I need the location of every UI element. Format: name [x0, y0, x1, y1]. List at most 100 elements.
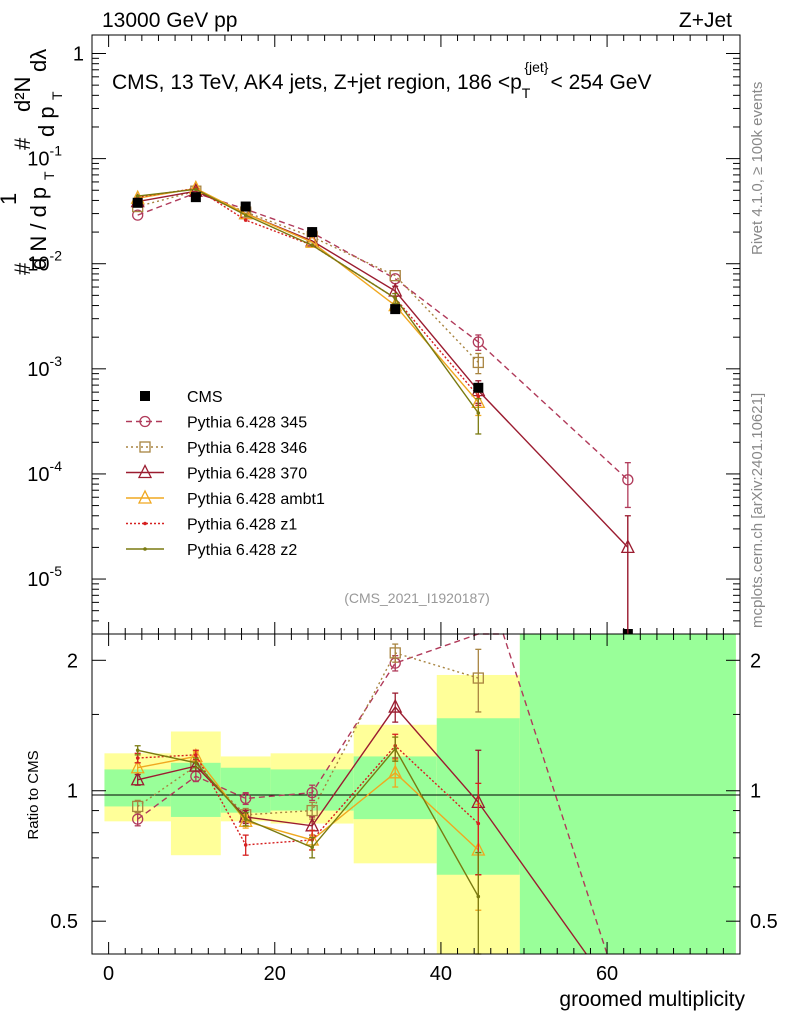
main-y-tick-label: 10-2 — [27, 248, 62, 276]
analysis-id-label: (CMS_2021_I1920187) — [344, 590, 490, 606]
ylabel-dlambda: dλ — [26, 49, 51, 72]
main-panel-axes: 10-5 10-4 10-3 10-2 10-1 1 — [27, 35, 740, 635]
data-point-z2 — [310, 243, 314, 248]
ratio-point-p370 — [388, 698, 403, 713]
ratio-point-p346 — [389, 647, 401, 659]
series-line-p345 — [137, 192, 629, 481]
data-point-z1 — [476, 394, 481, 398]
main-y-tick-label: 10-1 — [27, 143, 62, 171]
x-tick-label: 20 — [264, 963, 286, 985]
ratio-y-tick-label: 2 — [67, 650, 78, 672]
series-line-z2 — [137, 188, 479, 414]
rivet-version-label: Rivet 4.1.0, ≥ 100k events — [749, 82, 766, 255]
ratio-series-p345 — [132, 633, 608, 955]
series-p346 — [132, 185, 484, 375]
main-y-tick-label: 1 — [73, 44, 84, 66]
ratio-point-p370 — [188, 757, 203, 772]
plot-title-sup: {jet} — [524, 59, 548, 75]
ylabel-d2N: d²N — [10, 77, 35, 112]
main-y-tick-label: 10-3 — [27, 353, 62, 381]
legend-marker — [139, 415, 151, 428]
legend-marker — [137, 489, 153, 504]
ratio-point-z2 — [476, 894, 481, 899]
ratio-point-p370 — [130, 771, 145, 786]
legend-marker — [139, 441, 151, 453]
series-z1 — [135, 186, 482, 406]
main-y-tick-label: 10-5 — [27, 563, 62, 591]
data-point-p345 — [472, 336, 484, 348]
plot-title-sub: T — [522, 85, 531, 101]
series-p370 — [130, 182, 635, 635]
ratio-point-p346 — [132, 800, 144, 813]
ratio-panel-series — [130, 633, 608, 955]
legend-marker — [143, 521, 147, 526]
ratio-point-p346 — [472, 672, 484, 684]
legend-entry-cms: CMS — [140, 389, 223, 406]
ylabel-hash-1: # — [10, 262, 35, 275]
main-panel-series — [130, 180, 635, 639]
legend-entry-p346: Pythia 6.428 346 — [126, 440, 307, 457]
series-line-p346 — [137, 190, 479, 363]
data-point-p346 — [389, 270, 401, 282]
main-y-axis-label: # 1 d N / d p T # d²N d p T dλ — [0, 49, 65, 275]
ylabel-T1: T — [41, 171, 57, 180]
plot-title-end: < 254 GeV — [550, 71, 651, 94]
series-line-z1 — [137, 187, 479, 397]
ratio-point-z1 — [476, 821, 481, 826]
ratio-y-tick-label: 0.5 — [50, 911, 78, 933]
ratio-y-tick-label: 1 — [67, 781, 78, 803]
ratio-point-z2 — [243, 817, 248, 821]
series-line-ambt1 — [137, 187, 479, 403]
ratio-series-z2 — [134, 736, 482, 955]
ratio-point-p346 — [306, 804, 318, 817]
data-point-cms — [132, 197, 143, 208]
ratio-y-tick-label-right: 2 — [750, 650, 761, 672]
ratio-y-tick-label-right: 1 — [750, 781, 761, 803]
data-point-cms — [240, 201, 251, 212]
ylabel-one: 1 — [0, 193, 21, 205]
ylabel-dN: d N / d p — [26, 187, 51, 270]
data-point-cms — [307, 227, 318, 238]
ratio-y-tick-label-right: 0.5 — [750, 911, 778, 933]
data-point-ambt1 — [305, 233, 320, 248]
uncertainty-band-green — [220, 767, 271, 813]
legend-label: Pythia 6.428 345 — [187, 415, 307, 432]
legend: CMS Pythia 6.428 345 Pythia 6.428 346 Pythi… — [126, 389, 325, 559]
svg-text:CMS, 13 TeV, AK4 jets, Z+jet r: CMS, 13 TeV, AK4 jets, Z+jet region, 186… — [112, 59, 651, 101]
ratio-panel-frame — [91, 633, 741, 955]
ratio-y-axis-label: Ratio to CMS — [25, 750, 42, 839]
data-point-cms — [473, 382, 484, 393]
plot-title: CMS, 13 TeV, AK4 jets, Z+jet region, 186… — [112, 59, 651, 101]
series-z2 — [135, 187, 482, 435]
data-point-z1 — [243, 218, 248, 222]
series-ambt1 — [130, 180, 486, 417]
series-p345 — [132, 187, 634, 509]
legend-label: Pythia 6.428 346 — [187, 440, 307, 457]
ratio-line-z2 — [137, 747, 479, 897]
ratio-point-z1 — [135, 756, 140, 760]
ylabel-T2: T — [49, 91, 65, 100]
legend-label: Pythia 6.428 z2 — [187, 542, 297, 559]
ylabel-dpT: d p — [34, 106, 59, 137]
legend-entry-z1: Pythia 6.428 z1 — [126, 517, 297, 534]
legend-label: Pythia 6.428 z1 — [187, 517, 297, 534]
ratio-point-z1 — [243, 843, 248, 847]
data-point-z2 — [194, 187, 198, 192]
data-point-p345 — [622, 474, 634, 486]
x-tick-label: 0 — [103, 963, 114, 985]
ratio-point-z2 — [135, 748, 140, 753]
ratio-point-p345 — [132, 813, 144, 825]
ratio-point-p345 — [306, 786, 318, 799]
legend-entry-ambt1: Pythia 6.428 ambt1 — [126, 489, 325, 508]
main-y-tick-label: 10-4 — [27, 458, 62, 486]
uncertainty-band-green — [519, 634, 736, 954]
legend-marker — [140, 391, 150, 401]
legend-marker — [143, 547, 147, 551]
x-tick-label: 60 — [596, 963, 618, 985]
x-axis-label: groomed multiplicity — [559, 988, 745, 1011]
data-point-p345 — [132, 209, 144, 221]
ratio-line-p345 — [137, 633, 608, 955]
data-point-z2 — [135, 194, 140, 198]
ratio-point-z2 — [393, 746, 398, 751]
